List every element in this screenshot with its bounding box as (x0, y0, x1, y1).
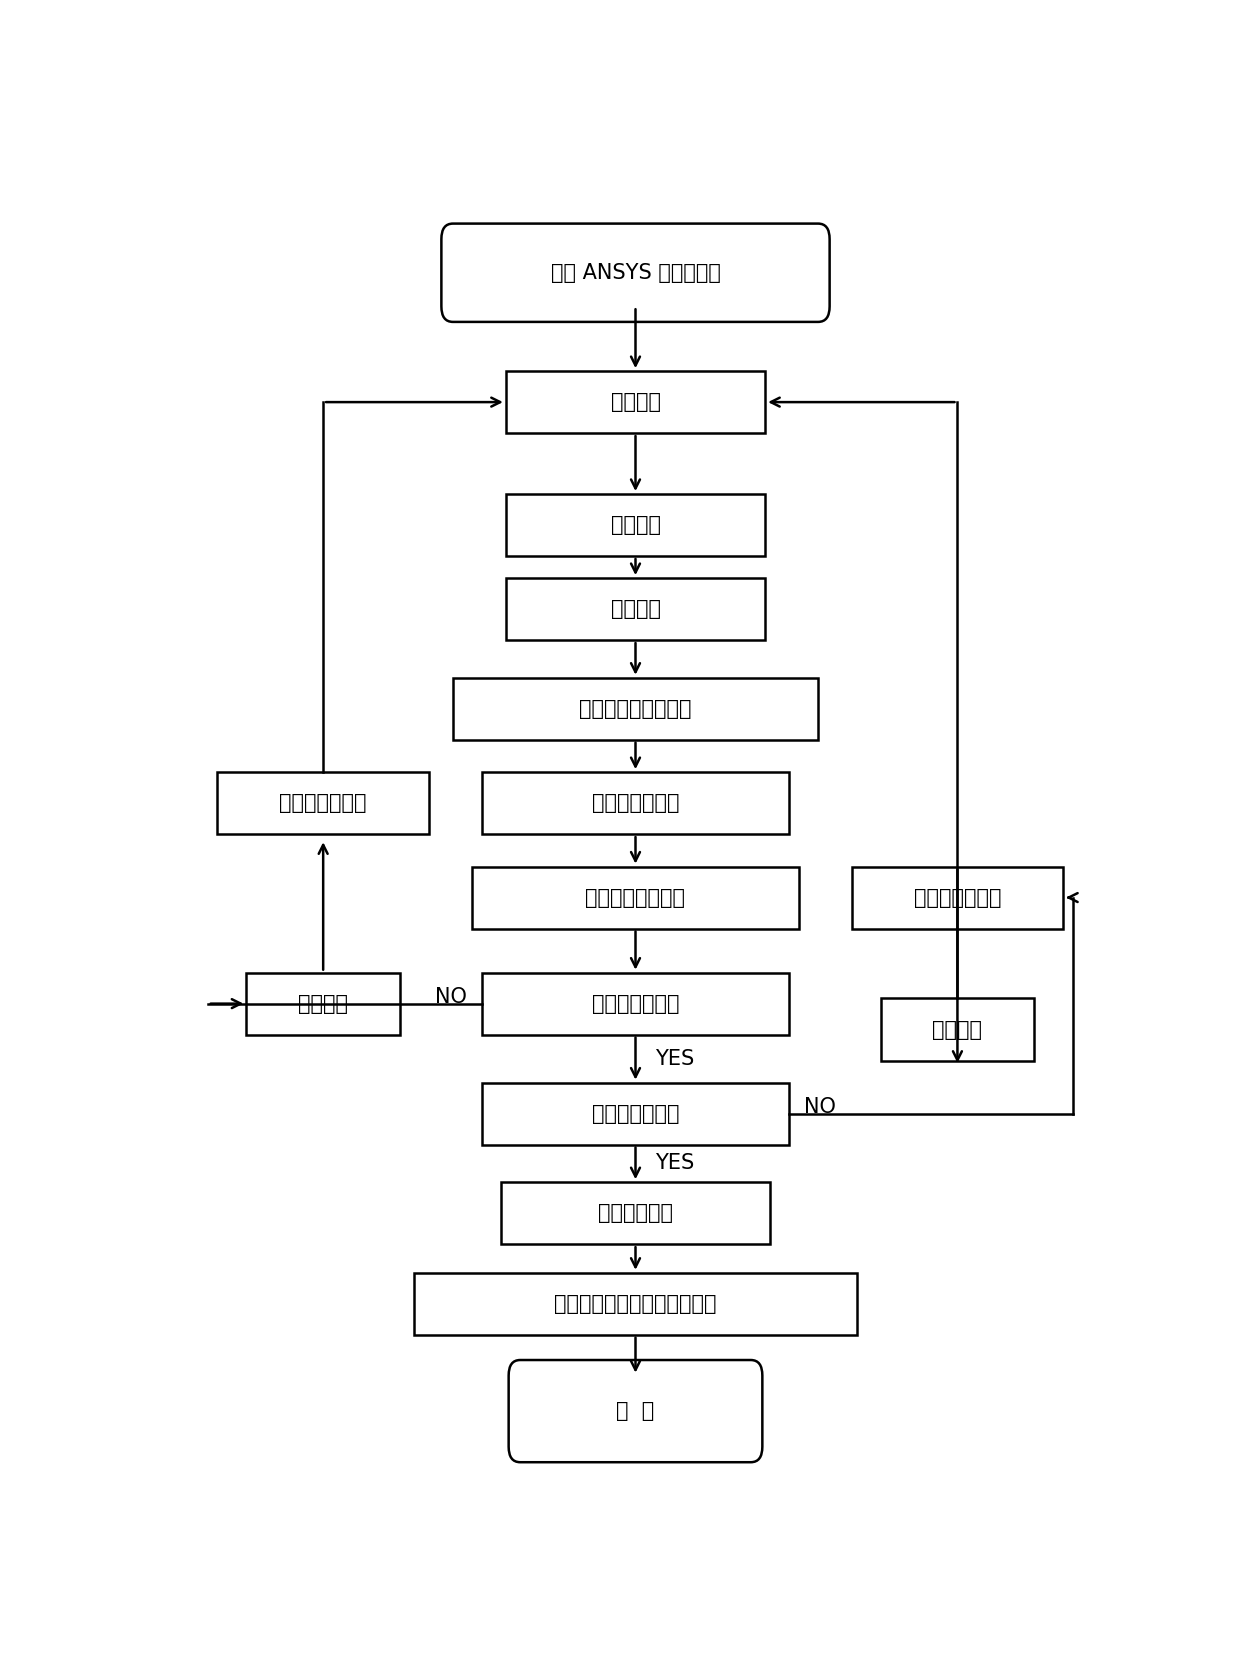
Text: 清除所有点和线: 清除所有点和线 (914, 887, 1001, 907)
FancyBboxPatch shape (481, 1082, 789, 1144)
Text: 索力达到最大值: 索力达到最大值 (591, 993, 680, 1013)
Text: 读入数据: 读入数据 (610, 391, 661, 412)
FancyBboxPatch shape (453, 677, 818, 739)
Text: 计算索力频率关系: 计算索力频率关系 (585, 887, 686, 907)
Text: 索长增加: 索长增加 (932, 1020, 982, 1040)
FancyBboxPatch shape (852, 867, 1063, 929)
Text: 索长达到最大值: 索长达到最大值 (591, 1104, 680, 1124)
FancyBboxPatch shape (501, 1183, 770, 1245)
Text: NO: NO (435, 988, 467, 1008)
FancyBboxPatch shape (441, 223, 830, 323)
FancyBboxPatch shape (506, 371, 765, 433)
FancyBboxPatch shape (472, 867, 799, 929)
Text: YES: YES (655, 1048, 694, 1068)
FancyBboxPatch shape (508, 1361, 763, 1462)
Text: 进入 ANSYS 后处理模块: 进入 ANSYS 后处理模块 (551, 262, 720, 282)
FancyBboxPatch shape (481, 773, 789, 835)
FancyBboxPatch shape (506, 578, 765, 640)
Text: 划分网格: 划分网格 (610, 600, 661, 620)
Text: 结  束: 结 束 (616, 1401, 655, 1421)
Text: 数值存入数组: 数值存入数组 (598, 1203, 673, 1223)
FancyBboxPatch shape (414, 1273, 857, 1336)
Text: 索力初应力计算: 索力初应力计算 (591, 793, 680, 813)
Text: 索力增加: 索力增加 (298, 993, 348, 1013)
FancyBboxPatch shape (506, 494, 765, 556)
Text: 施加边界条件和载荷: 施加边界条件和载荷 (579, 699, 692, 719)
Text: 建立模型: 建立模型 (610, 516, 661, 534)
FancyBboxPatch shape (247, 973, 401, 1035)
FancyBboxPatch shape (880, 998, 1034, 1060)
Text: 清除所有点和线: 清除所有点和线 (279, 793, 367, 813)
Text: 数组以固定格式写入命令文件: 数组以固定格式写入命令文件 (554, 1294, 717, 1314)
Text: NO: NO (804, 1097, 836, 1117)
FancyBboxPatch shape (217, 773, 429, 835)
FancyBboxPatch shape (481, 973, 789, 1035)
Text: YES: YES (655, 1154, 694, 1173)
